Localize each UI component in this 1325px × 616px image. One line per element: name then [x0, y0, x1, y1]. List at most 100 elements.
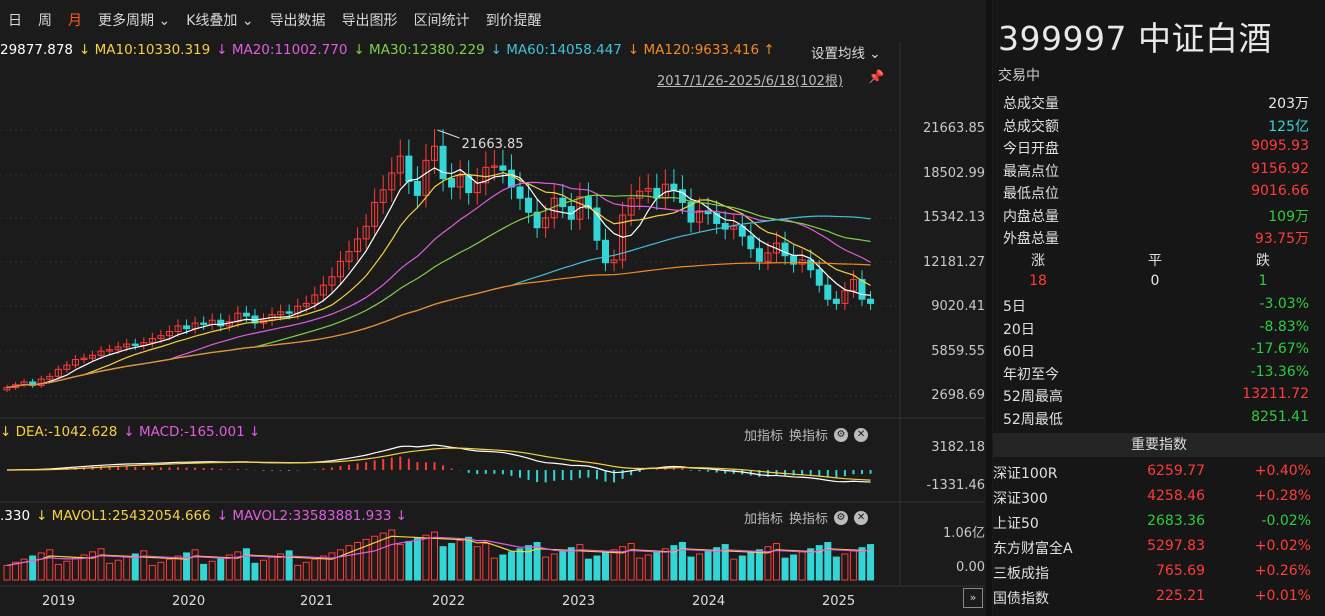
toolbar-item-8[interactable]: 到价提醒 — [485, 13, 542, 29]
candle-body — [371, 201, 379, 227]
candle-body — [678, 189, 686, 203]
index-name: 上证50 — [993, 516, 1039, 532]
ma-legend-item-5: ↓ MA120:9633.416 ↑ — [627, 42, 775, 58]
kline-chart[interactable]: 21663.85 — [0, 0, 985, 616]
toolbar-item-3[interactable]: 更多周期 ⌄ — [98, 13, 171, 29]
toolbar-item-5[interactable]: 导出数据 — [269, 13, 326, 29]
index-row[interactable]: 国债指数 225.21 +0.01% — [993, 588, 1311, 613]
volume-bar — [71, 557, 79, 581]
index-row[interactable]: 东方财富全A 5297.83 +0.02% — [993, 538, 1311, 563]
volume-bar — [636, 557, 644, 581]
index-row[interactable]: 深证100R 6259.77 +0.40% — [993, 463, 1311, 488]
candle-body — [670, 183, 678, 191]
volume-bar — [738, 555, 746, 581]
perf-value: -17.67% — [1250, 341, 1309, 357]
index-row[interactable]: 深证300 4258.46 +0.28% — [993, 488, 1311, 513]
peak-label: 21663.85 — [462, 137, 524, 152]
volume-bar — [37, 552, 45, 581]
volume-bar — [627, 543, 635, 581]
candle-body — [747, 235, 755, 250]
gear-icon[interactable]: ⚙ — [834, 510, 849, 525]
index-change: +0.26% — [1254, 563, 1311, 579]
candle-body — [242, 312, 250, 317]
index-name: 东方财富全A — [993, 541, 1073, 557]
perf-label: 5日 — [1003, 299, 1026, 315]
ma120-line — [6, 262, 871, 389]
candle-body — [824, 284, 832, 300]
volume-bar — [576, 544, 584, 581]
volume-bar — [687, 556, 695, 581]
toolbar-item-6[interactable]: 导出图形 — [341, 13, 398, 29]
volume-bar — [849, 550, 857, 581]
volume-bar — [456, 539, 464, 581]
candle-body — [285, 311, 293, 314]
index-change: +0.02% — [1254, 538, 1311, 554]
pin-icon[interactable]: 📌 — [868, 70, 885, 85]
perf-label: 20日 — [1003, 321, 1035, 338]
volume-bar — [678, 542, 686, 581]
panel-divider[interactable] — [986, 0, 992, 616]
macd-legend-item-0: ↓ DEA:-1042.628 — [0, 424, 118, 440]
period-toolbar: 日周月更多周期 ⌄ K线叠加 ⌄ 导出数据 导出图形 区间统计 到价提醒 — [0, 0, 985, 42]
candle-body — [507, 169, 515, 188]
volume-bar — [431, 531, 438, 581]
toolbar-item-0[interactable]: 日 — [8, 13, 22, 29]
switch-indicator-button[interactable]: 换指标 — [789, 512, 829, 527]
close-icon[interactable]: ✕ — [854, 510, 869, 525]
candle-body — [328, 276, 336, 286]
volume-bar — [183, 552, 191, 581]
candle-body — [431, 145, 438, 161]
perf-value: 8251.41 — [1251, 408, 1309, 425]
volume-axis-bottom: 0.00 — [956, 560, 985, 575]
candle-body — [80, 357, 88, 361]
expand-panel-icon[interactable]: » — [963, 588, 983, 608]
stat-row: 内盘总量 109万 — [1003, 206, 1309, 228]
stat-value: 125亿 — [1268, 118, 1309, 135]
toolbar-item-2[interactable]: 月 — [68, 13, 82, 29]
index-row[interactable]: 三板成指 765.69 +0.26% — [993, 563, 1311, 588]
index-price: 765.69 — [1156, 563, 1205, 579]
updown-label-2: 跌 — [1256, 253, 1270, 269]
perf-row: 52周最高 13211.72 — [1003, 386, 1309, 408]
candle-body — [781, 242, 789, 257]
candle-body — [490, 165, 498, 168]
candle-body — [542, 217, 550, 229]
ma-legend-item-3: ↓ MA30:12380.229 — [353, 42, 485, 58]
stat-label: 今日开盘 — [1003, 141, 1059, 157]
gear-icon[interactable]: ⚙ — [834, 427, 849, 442]
toolbar-item-4[interactable]: K线叠加 ⌄ — [186, 13, 254, 29]
volume-bar — [448, 543, 456, 581]
price-tick-6: 2698.69 — [931, 388, 985, 403]
switch-indicator-button[interactable]: 换指标 — [789, 429, 829, 444]
close-icon[interactable]: ✕ — [854, 427, 869, 442]
volume-bar — [268, 556, 276, 581]
candle-body — [63, 364, 71, 370]
index-row[interactable]: 上证50 2683.36 -0.02% — [993, 513, 1311, 538]
candle-body — [319, 284, 327, 296]
candle-body — [576, 196, 584, 220]
date-range-label[interactable]: 2017/1/26-2025/6/18(102根) — [657, 74, 843, 89]
add-indicator-button[interactable]: 加指标 — [744, 512, 784, 527]
candle-body — [636, 190, 644, 199]
candle-body — [379, 189, 387, 203]
volume-bar — [63, 560, 71, 581]
volume-bar — [89, 551, 96, 581]
ma-legend: 29877.878 ↓ MA10:10330.319 ↓ MA20:11002.77… — [0, 42, 900, 64]
ma10-line — [6, 172, 871, 389]
volume-bar — [3, 564, 11, 581]
candle-body — [336, 260, 344, 278]
volume-bar — [832, 556, 840, 581]
candle-body — [755, 248, 763, 262]
toolbar-item-7[interactable]: 区间统计 — [413, 13, 470, 29]
index-title: 399997 中证白酒 — [998, 19, 1272, 58]
volume-bar — [815, 545, 823, 581]
candle-body — [858, 279, 866, 300]
year-label-0: 2019 — [42, 594, 76, 609]
add-indicator-button[interactable]: 加指标 — [744, 429, 784, 444]
ma-settings-button[interactable]: 设置均线 ⌄ — [811, 46, 881, 62]
volume-bar — [371, 535, 379, 581]
candle-body — [97, 350, 105, 356]
volume-bar — [20, 558, 28, 581]
toolbar-item-1[interactable]: 周 — [38, 13, 52, 29]
volume-bar — [593, 555, 601, 581]
